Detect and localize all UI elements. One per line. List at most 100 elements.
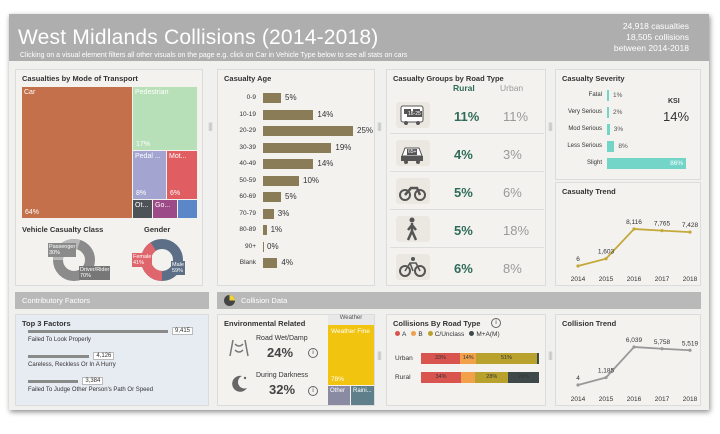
trend-value: 7,428 bbox=[682, 222, 699, 229]
tile-goods[interactable]: Go... bbox=[153, 200, 177, 218]
trend-point bbox=[576, 383, 580, 387]
factor-bar[interactable] bbox=[28, 355, 90, 358]
age-label: 30-39 bbox=[239, 143, 256, 151]
trend-year: 2017 bbox=[655, 276, 670, 283]
contributory-band: Contributory Factors bbox=[15, 292, 209, 309]
severity-value: 3% bbox=[613, 126, 624, 133]
severity-label: Less Serious bbox=[567, 143, 602, 149]
weather-rain-tile[interactable]: Raini... bbox=[351, 386, 374, 405]
age-bar[interactable] bbox=[263, 225, 267, 235]
severity-label: Mod Serious bbox=[568, 126, 602, 132]
road-type-segment[interactable]: 14% bbox=[459, 353, 477, 364]
legend-label: C/Unclass bbox=[434, 331, 465, 338]
road-type-segment[interactable]: 34% bbox=[421, 372, 462, 383]
road-group-row[interactable]: 16-25 11% 11% bbox=[390, 96, 544, 134]
gender-title: Gender bbox=[144, 225, 171, 234]
legend-dot bbox=[411, 331, 417, 336]
info-icon[interactable]: i bbox=[308, 348, 318, 358]
trend-year: 2015 bbox=[599, 396, 614, 403]
age-bar[interactable] bbox=[263, 175, 299, 186]
road-group-row[interactable]: 5% 6% bbox=[390, 172, 544, 210]
age-value: 3% bbox=[277, 208, 290, 218]
weather-other-tile[interactable]: Other bbox=[328, 386, 350, 405]
age-bar[interactable] bbox=[263, 142, 332, 153]
trend-year: 2018 bbox=[683, 276, 698, 283]
road-type-segment[interactable] bbox=[536, 353, 539, 364]
casualty-trend-chart[interactable]: 6 2014 1,603 2015 8,116 2016 7,765 2017 7,428 201… bbox=[556, 183, 702, 287]
severity-label: Fatal bbox=[588, 92, 602, 98]
age-bar[interactable] bbox=[263, 109, 314, 120]
road-type-segment[interactable]: 28% bbox=[475, 372, 509, 383]
road-type-segment[interactable]: 51% bbox=[476, 353, 537, 364]
collision-data-band: Collision Data bbox=[217, 292, 701, 309]
age-bar[interactable] bbox=[263, 208, 274, 219]
tile-car[interactable]: Car 64% bbox=[22, 87, 132, 218]
severity-bar[interactable] bbox=[607, 107, 609, 118]
tile-pedestrian[interactable]: Pedestrian 17% bbox=[133, 87, 197, 150]
age-bar[interactable] bbox=[263, 258, 278, 268]
factor-bar[interactable] bbox=[28, 380, 79, 383]
age-bar[interactable] bbox=[263, 241, 264, 252]
trend-value: 8,116 bbox=[626, 219, 642, 226]
severity-bar[interactable] bbox=[607, 124, 610, 135]
tile-pedal-cycle[interactable]: Pedal ... 8% bbox=[133, 151, 166, 199]
legend-item[interactable]: C/Unclass bbox=[427, 331, 465, 338]
road-type-segment[interactable] bbox=[461, 372, 476, 383]
factor-label: Failed To Look Properly bbox=[28, 337, 91, 343]
road-type-segment[interactable]: 33% bbox=[421, 353, 460, 364]
trend-point bbox=[604, 257, 608, 261]
factor-bar[interactable] bbox=[28, 330, 168, 333]
severity-bar[interactable] bbox=[607, 141, 615, 152]
age-bar[interactable] bbox=[263, 192, 281, 202]
tile-other[interactable]: Ot... bbox=[133, 200, 152, 218]
road-group-row[interactable]: 65+ 4% 3% bbox=[390, 134, 544, 172]
age-badge: 16-25 bbox=[407, 111, 422, 117]
road-groups-title: Casualty Groups by Road Type bbox=[393, 74, 504, 83]
bicycle-icon bbox=[396, 254, 430, 280]
trend-point bbox=[576, 264, 580, 268]
age-label: 20-29 bbox=[239, 127, 256, 134]
road-type-legend: A B C/Unclass M+A(M) bbox=[395, 331, 505, 338]
factor-label: Careless, Reckless Or In A Hurry bbox=[28, 362, 116, 368]
age-bar[interactable] bbox=[263, 159, 314, 169]
road-type-segment[interactable]: 26% bbox=[508, 372, 539, 383]
pedestrian-icon bbox=[396, 216, 430, 242]
severity-bar[interactable] bbox=[607, 90, 609, 101]
road-type-panel: Collisions By Road Type i A B C/Unclass M+A… bbox=[386, 314, 546, 406]
trend-value: 6,039 bbox=[626, 337, 643, 344]
trend-point bbox=[688, 348, 692, 352]
age-bar[interactable] bbox=[263, 126, 353, 136]
age-badge: 65+ bbox=[407, 149, 418, 155]
resize-handle: ||| bbox=[377, 121, 382, 131]
road-group-row[interactable]: 5% 18% bbox=[390, 210, 544, 248]
urban-value: 18% bbox=[503, 223, 530, 238]
tile-bus[interactable] bbox=[178, 200, 197, 218]
resize-handle: ||| bbox=[377, 350, 382, 360]
trend-year: 2015 bbox=[599, 276, 614, 283]
legend-label: M+A(M) bbox=[476, 331, 500, 338]
trend-value: 1,185 bbox=[598, 368, 615, 375]
legend-item[interactable]: M+A(M) bbox=[469, 331, 500, 338]
rural-value: 5% bbox=[454, 185, 473, 200]
info-icon[interactable]: i bbox=[308, 386, 318, 396]
weather-fine-tile[interactable]: Weather Fine 78% bbox=[328, 325, 374, 385]
trend-value: 6 bbox=[576, 256, 580, 263]
age-value: 0% bbox=[267, 241, 279, 251]
info-icon[interactable]: i bbox=[491, 318, 501, 328]
collision-trend-chart[interactable]: 4 2014 1,185 2015 6,039 2016 5,758 2017 5,519 201… bbox=[556, 315, 702, 407]
bus-icon: 16-25 bbox=[396, 102, 430, 128]
severity-bar[interactable] bbox=[607, 158, 687, 169]
legend-item[interactable]: B bbox=[411, 331, 423, 338]
transport-panel: Casualties by Mode of Transport Car 64% … bbox=[15, 69, 203, 286]
rural-value: 4% bbox=[454, 147, 473, 162]
legend-label: A bbox=[402, 331, 407, 338]
tile-motorcycle[interactable]: Mot... 6% bbox=[167, 151, 197, 199]
legend-item[interactable]: A bbox=[395, 331, 406, 338]
trend-value: 1,603 bbox=[598, 249, 615, 256]
factor-value: 9,415 bbox=[172, 327, 194, 335]
urban-value: 11% bbox=[503, 109, 529, 124]
age-bar[interactable] bbox=[263, 93, 281, 103]
road-group-row[interactable]: 6% 8% bbox=[390, 248, 544, 286]
factors-panel: Top 3 Factors 9,415 Failed To Look Proper… bbox=[15, 314, 209, 406]
weather-title: Weather bbox=[328, 315, 374, 325]
